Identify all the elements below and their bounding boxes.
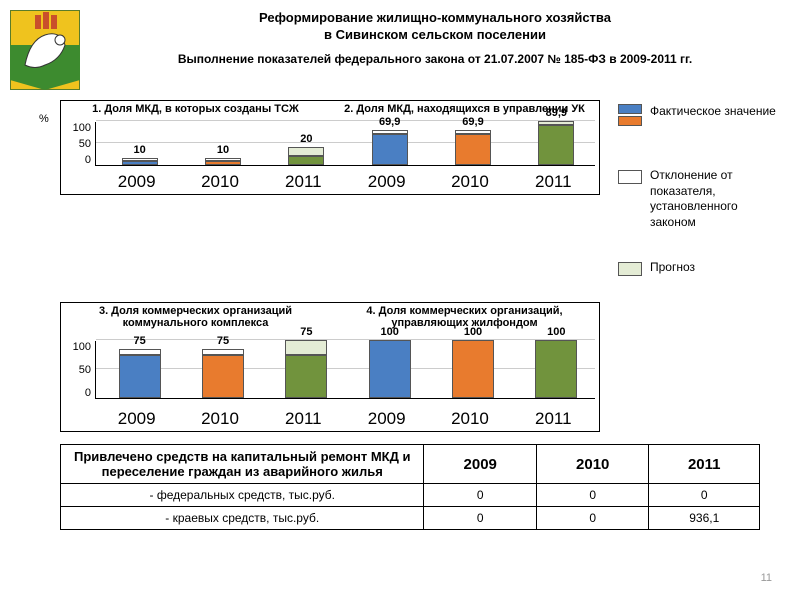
row-label: - федеральных средств, тыс.руб. <box>61 484 424 507</box>
bar-value-label: 100 <box>464 326 482 338</box>
bar-value-label: 75 <box>217 335 229 347</box>
bar-value-label: 75 <box>134 335 146 347</box>
xaxis-year: 2009 <box>345 409 428 429</box>
xaxis-year: 2011 <box>262 409 345 429</box>
xaxis-year: 2011 <box>512 172 595 192</box>
bar: 75 <box>119 349 161 398</box>
funds-table: Привлечено средств на капитальный ремонт… <box>60 444 760 530</box>
bar-value-label: 75 <box>300 326 312 338</box>
funds-col-2011: 2011 <box>649 445 760 484</box>
cell: 936,1 <box>649 507 760 530</box>
bar: 69,9 <box>372 130 408 165</box>
xaxis-year: 2010 <box>178 172 261 192</box>
subchart-title: 3. Доля коммерческих организаций коммуна… <box>61 305 330 329</box>
legend-deviation-label: Отклонение от показателя, установленного… <box>650 168 776 230</box>
xaxis-year: 2010 <box>428 409 511 429</box>
xaxis-year: 2011 <box>262 172 345 192</box>
chart-panel-1: % 1. Доля МКД, в которых созданы ТСЖ2. Д… <box>60 100 600 195</box>
bar-value-label: 10 <box>134 144 146 156</box>
bar-value-label: 100 <box>380 326 398 338</box>
legend: Фактическое значение Отклонение от показ… <box>612 94 782 296</box>
bar-value-label: 69,9 <box>462 116 483 128</box>
bar: 20 <box>288 147 324 165</box>
bar: 75 <box>202 349 244 398</box>
cell: 0 <box>649 484 760 507</box>
bar: 75 <box>285 340 327 398</box>
main-title-line1: Реформирование жилищно-коммунального хоз… <box>80 10 790 27</box>
chart-panel-2: 3. Доля коммерческих организаций коммуна… <box>60 302 600 432</box>
main-title-line2: в Сивинском сельском поселении <box>80 27 790 44</box>
row-label: - краевых средств, тыс.руб. <box>61 507 424 530</box>
xaxis-year: 2011 <box>512 409 595 429</box>
legend-item-forecast: Прогноз <box>618 260 776 276</box>
ytick-label: 100 <box>63 122 91 134</box>
page-number: 11 <box>761 572 772 584</box>
ytick-label: 50 <box>63 364 91 376</box>
xaxis-year: 2010 <box>428 172 511 192</box>
bar-value-label: 69,9 <box>379 116 400 128</box>
xaxis-year: 2009 <box>345 172 428 192</box>
ytick-label: 100 <box>63 341 91 353</box>
subtitle: Выполнение показателей федерального зако… <box>80 52 790 66</box>
bar-value-label: 20 <box>300 133 312 145</box>
xaxis-year: 2009 <box>95 409 178 429</box>
funds-header-label: Привлечено средств на капитальный ремонт… <box>61 445 424 484</box>
ytick-label: 0 <box>63 154 91 166</box>
ytick-label: 0 <box>63 387 91 399</box>
legend-item-deviation: Отклонение от показателя, установленного… <box>618 168 776 230</box>
bar-value-label: 100 <box>547 326 565 338</box>
funds-col-2010: 2010 <box>536 445 649 484</box>
bar: 89,9 <box>538 121 574 165</box>
coat-of-arms <box>10 10 80 90</box>
cell: 0 <box>424 507 537 530</box>
bar-value-label: 89,9 <box>546 107 567 119</box>
pct-axis-label: % <box>39 113 49 125</box>
bar: 10 <box>205 158 241 165</box>
cell: 0 <box>536 484 649 507</box>
ytick-label: 50 <box>63 138 91 150</box>
cell: 0 <box>424 484 537 507</box>
header: Реформирование жилищно-коммунального хоз… <box>0 0 800 94</box>
bar: 69,9 <box>455 130 491 165</box>
bar: 100 <box>369 340 411 398</box>
legend-item-actual: Фактическое значение <box>618 104 776 128</box>
legend-forecast-label: Прогноз <box>650 260 695 276</box>
funds-col-2009: 2009 <box>424 445 537 484</box>
subchart-title: 1. Доля МКД, в которых созданы ТСЖ <box>61 103 330 115</box>
bar: 100 <box>535 340 577 398</box>
xaxis-year: 2009 <box>95 172 178 192</box>
xaxis-year: 2010 <box>178 409 261 429</box>
table-row: - краевых средств, тыс.руб. 0 0 936,1 <box>61 507 760 530</box>
cell: 0 <box>536 507 649 530</box>
legend-actual-label: Фактическое значение <box>650 104 776 120</box>
bar: 10 <box>122 158 158 165</box>
bar: 100 <box>452 340 494 398</box>
table-row: - федеральных средств, тыс.руб. 0 0 0 <box>61 484 760 507</box>
bar-value-label: 10 <box>217 144 229 156</box>
